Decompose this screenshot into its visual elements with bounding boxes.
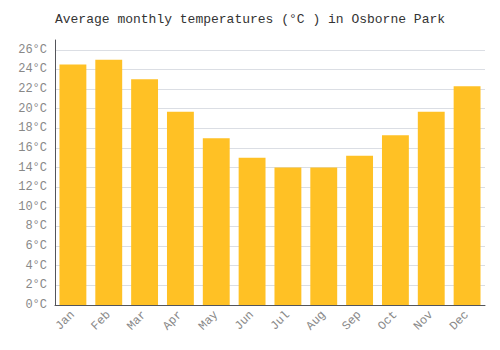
- svg-text:Feb: Feb: [89, 308, 114, 333]
- svg-text:22°C: 22°C: [18, 82, 47, 96]
- svg-text:0°C: 0°C: [25, 298, 47, 312]
- svg-text:24°C: 24°C: [18, 62, 47, 76]
- svg-text:Nov: Nov: [411, 308, 436, 333]
- svg-text:2°C: 2°C: [25, 278, 47, 292]
- svg-text:8°C: 8°C: [25, 219, 47, 233]
- svg-text:Oct: Oct: [375, 308, 400, 333]
- svg-text:Jul: Jul: [268, 308, 293, 333]
- svg-text:Average monthly temperatures (: Average monthly temperatures (°C ) in Os…: [55, 12, 445, 27]
- svg-text:May: May: [196, 308, 221, 333]
- svg-text:Mar: Mar: [124, 308, 149, 333]
- svg-text:4°C: 4°C: [25, 259, 47, 273]
- svg-text:16°C: 16°C: [18, 141, 47, 155]
- svg-text:Dec: Dec: [447, 308, 472, 333]
- svg-text:14°C: 14°C: [18, 161, 47, 175]
- svg-text:Aug: Aug: [304, 308, 329, 333]
- svg-text:12°C: 12°C: [18, 180, 47, 194]
- svg-text:Jan: Jan: [53, 308, 78, 333]
- svg-text:20°C: 20°C: [18, 102, 47, 116]
- svg-text:Apr: Apr: [160, 308, 185, 333]
- svg-text:10°C: 10°C: [18, 200, 47, 214]
- svg-text:Jun: Jun: [232, 308, 257, 333]
- svg-text:26°C: 26°C: [18, 43, 47, 57]
- svg-text:18°C: 18°C: [18, 121, 47, 135]
- svg-text:Sep: Sep: [339, 308, 364, 333]
- svg-text:6°C: 6°C: [25, 239, 47, 253]
